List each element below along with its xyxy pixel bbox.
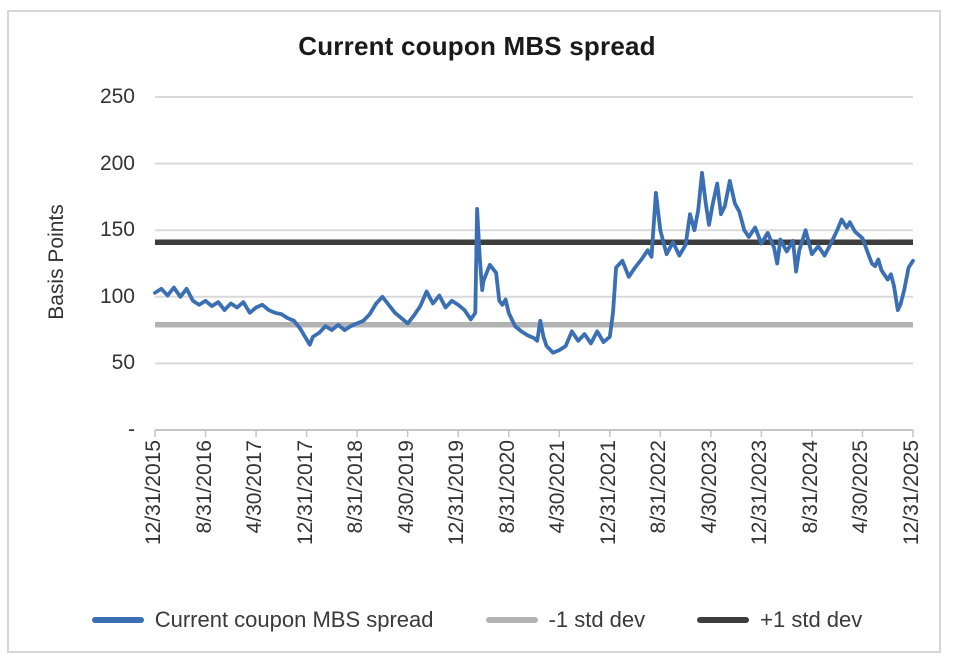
x-tick-label: 8/31/2022 [647,440,671,534]
legend-label-plus-std: +1 std dev [760,607,863,632]
x-tick-label: 4/30/2023 [697,440,721,534]
legend-item-series: Current coupon MBS spread [91,607,434,633]
y-tick-label: 50 [111,351,135,375]
x-tick-label: 4/30/2019 [394,440,418,534]
y-tick-label: 100 [99,284,135,308]
x-tick-label: 8/31/2016 [192,440,216,534]
y-axis-title: Basis Points [45,204,68,320]
x-tick-label: 12/31/2021 [596,440,620,546]
x-tick-label: 12/31/2015 [142,440,165,546]
chart-title: Current coupon MBS spread [298,31,656,61]
mbs-spread-line-series [153,170,915,355]
legend-item-minus-std: -1 std dev [485,607,646,633]
legend-label-minus-std: -1 std dev [548,607,646,632]
legend-line-swatch-icon [91,616,144,624]
x-tick-label: 4/30/2021 [546,440,570,534]
x-tick-label: 12/31/2023 [748,440,772,546]
chart-border [7,10,941,653]
y-tick-label: - [128,418,135,441]
x-tick-label: 4/30/2017 [243,440,267,534]
x-tick-label: 12/31/2025 [900,440,923,546]
legend: Current coupon MBS spread -1 std dev +1 … [0,603,954,637]
y-tick-label: 150 [99,218,135,242]
x-tick-label: 12/31/2017 [293,440,317,546]
legend-item-plus-std: +1 std dev [697,607,862,633]
y-tick-label: 200 [99,151,135,175]
legend-line-swatch-icon [485,616,538,624]
x-tick-label: 12/31/2019 [445,440,469,546]
y-tick-label: 250 [99,85,135,108]
legend-line-swatch-icon [697,616,750,624]
x-tick-label: 8/31/2020 [495,440,519,534]
x-tick-label: 8/31/2024 [798,440,822,534]
x-tick-label: 8/31/2018 [344,440,368,534]
x-tick-label: 4/30/2025 [849,440,873,534]
legend-label-series: Current coupon MBS spread [154,607,434,632]
